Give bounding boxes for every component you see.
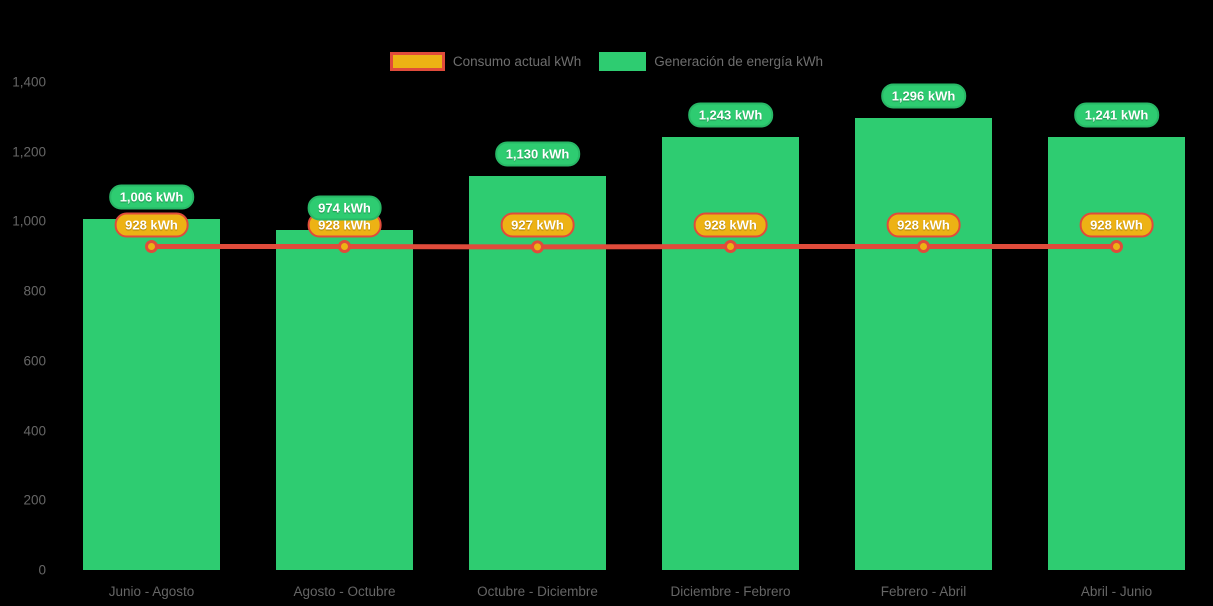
legend-item-consumo[interactable]: Consumo actual kWh xyxy=(389,52,582,71)
generation-value-label: 1,006 kWh xyxy=(108,184,195,210)
consumption-value-label: 928 kWh xyxy=(114,212,189,238)
generation-bar[interactable] xyxy=(83,219,220,570)
legend-label-consumo: Consumo actual kWh xyxy=(452,54,582,69)
y-axis-tick-label: 400 xyxy=(23,423,46,439)
generation-bar[interactable] xyxy=(276,230,413,570)
generation-value-label: 1,296 kWh xyxy=(880,83,967,109)
x-axis-category-label: Febrero - Abril xyxy=(880,584,967,599)
x-axis-category-label: Abril - Junio xyxy=(1080,584,1153,599)
y-axis-tick-label: 600 xyxy=(23,353,46,369)
consumption-value-label: 928 kWh xyxy=(886,212,961,238)
y-axis-tick-label: 1,000 xyxy=(12,213,46,229)
y-axis-tick-label: 800 xyxy=(23,283,46,299)
consumption-value-label: 928 kWh xyxy=(693,212,768,238)
generation-value-label: 1,241 kWh xyxy=(1073,102,1160,128)
x-axis-category-label: Octubre - Diciembre xyxy=(477,584,598,599)
y-axis-tick-label: 200 xyxy=(23,492,46,508)
y-axis-tick-label: 1,200 xyxy=(12,144,46,160)
x-axis-category-label: Diciembre - Febrero xyxy=(670,584,791,599)
y-axis-tick-label: 1,400 xyxy=(12,74,46,90)
generation-value-label: 1,243 kWh xyxy=(687,102,774,128)
x-axis-category-label: Junio - Agosto xyxy=(108,584,195,599)
chart-legend: Consumo actual kWh Generación de energía… xyxy=(0,52,1213,71)
generation-value-label: 974 kWh xyxy=(307,195,382,221)
legend-item-generacion[interactable]: Generación de energía kWh xyxy=(599,52,823,71)
x-axis-category-label: Agosto - Octubre xyxy=(293,584,396,599)
consumption-value-label: 928 kWh xyxy=(1079,212,1154,238)
generation-bar[interactable] xyxy=(1048,137,1185,570)
generation-bar[interactable] xyxy=(662,136,799,570)
generation-bar-swatch-icon xyxy=(599,52,647,71)
generation-bar[interactable] xyxy=(855,118,992,570)
consumption-value-label: 927 kWh xyxy=(500,212,575,238)
y-axis-tick-label: 0 xyxy=(38,562,46,578)
consumption-line-swatch-icon xyxy=(389,52,445,71)
generation-value-label: 1,130 kWh xyxy=(494,141,581,167)
legend-label-generacion: Generación de energía kWh xyxy=(654,54,824,69)
